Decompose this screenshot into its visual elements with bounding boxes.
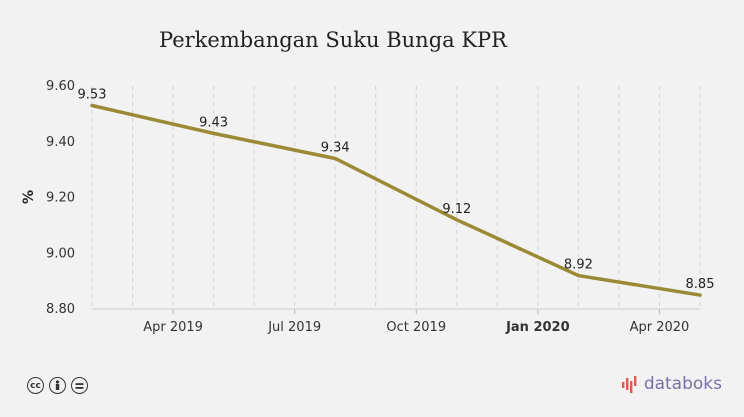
data-label: 9.43	[199, 115, 228, 130]
data-label: 9.34	[321, 140, 350, 155]
x-tick-label: Apr 2019	[143, 320, 203, 335]
creative-commons-icon[interactable]: cc	[27, 377, 44, 394]
y-tick-label: 9.20	[46, 191, 75, 206]
y-tick-label: 9.60	[46, 79, 75, 94]
no-derivatives-icon[interactable]	[71, 377, 88, 394]
databoks-bars-icon	[621, 376, 637, 393]
x-tick-label: Jan 2020	[505, 320, 570, 335]
y-tick-label: 8.80	[46, 302, 75, 317]
y-tick-label: 9.40	[46, 135, 75, 150]
brand-name: databoks	[643, 374, 722, 394]
x-tick-label: Jul 2019	[267, 320, 321, 335]
x-tick-label: Oct 2019	[386, 320, 446, 335]
data-label: 8.85	[686, 277, 715, 292]
y-axis-label: %	[21, 190, 37, 204]
y-tick-label: 9.00	[46, 246, 75, 261]
chart-title: Perkembangan Suku Bunga KPR	[159, 28, 508, 52]
data-label: 9.53	[78, 88, 107, 103]
data-label: 8.92	[564, 258, 593, 273]
series-line	[90, 103, 702, 297]
x-tick-label: Apr 2020	[630, 320, 690, 335]
data-label: 9.12	[442, 202, 471, 217]
attribution-icon[interactable]	[49, 377, 66, 394]
databoks-logo[interactable]: databoks	[621, 374, 722, 394]
